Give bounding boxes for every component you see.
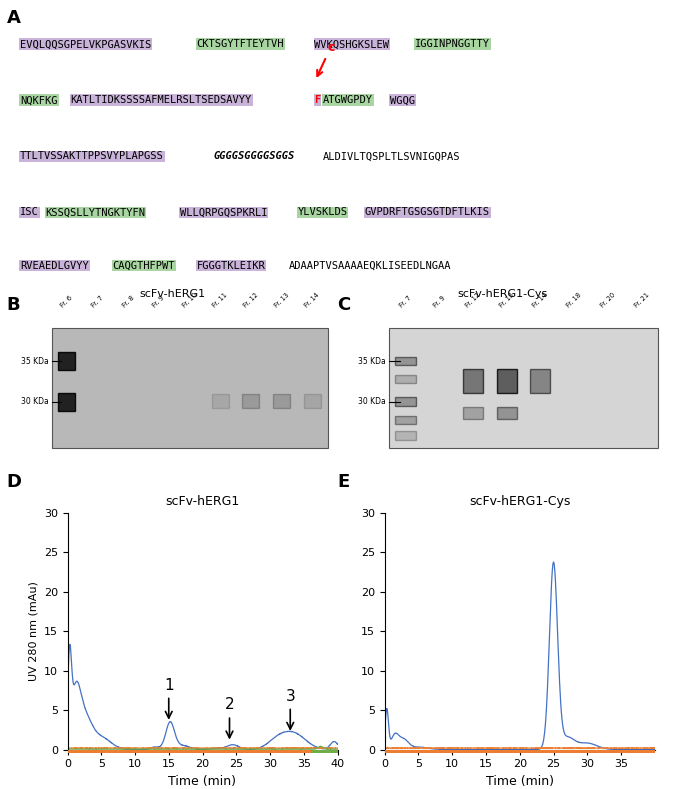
Text: Fr. 8: Fr. 8 <box>122 295 135 309</box>
Text: c: c <box>317 40 334 76</box>
Text: Fr. 13: Fr. 13 <box>273 292 290 309</box>
Text: D: D <box>7 473 22 492</box>
FancyBboxPatch shape <box>212 394 229 408</box>
Text: Fr. 6: Fr. 6 <box>60 295 74 309</box>
FancyBboxPatch shape <box>396 431 416 439</box>
Text: Fr. 9: Fr. 9 <box>152 295 166 309</box>
FancyBboxPatch shape <box>463 407 483 419</box>
FancyBboxPatch shape <box>497 369 517 394</box>
Text: ISC: ISC <box>20 208 39 217</box>
Bar <box>385 750 655 753</box>
Text: F: F <box>315 95 321 105</box>
Text: CKTSGYTFTEYTVH: CKTSGYTFTEYTVH <box>196 39 284 49</box>
FancyBboxPatch shape <box>389 327 658 447</box>
Text: ADAAPTVSAAAAEQKLISEEDLNGAA: ADAAPTVSAAAAEQKLISEEDLNGAA <box>289 260 452 271</box>
Text: E: E <box>338 473 350 492</box>
Text: WVKQSHGKSLEW: WVKQSHGKSLEW <box>315 39 389 49</box>
Text: Fr. 13: Fr. 13 <box>498 292 515 309</box>
Text: GVPDRFTGSGSGTDFTLKIS: GVPDRFTGSGSGTDFTLKIS <box>364 208 490 217</box>
Text: Fr. 14: Fr. 14 <box>532 292 549 309</box>
Text: FGGGTKLEIKR: FGGGTKLEIKR <box>196 260 265 271</box>
Text: 30 KDa: 30 KDa <box>21 398 49 406</box>
Text: 2: 2 <box>225 697 234 738</box>
Bar <box>68 750 338 753</box>
FancyBboxPatch shape <box>396 357 416 365</box>
Title: scFv-hERG1-Cys: scFv-hERG1-Cys <box>458 289 548 299</box>
FancyBboxPatch shape <box>396 375 416 383</box>
Text: KSSQSLLYTNGKTYFN: KSSQSLLYTNGKTYFN <box>45 208 145 217</box>
Bar <box>68 750 338 753</box>
Bar <box>310 750 338 753</box>
FancyBboxPatch shape <box>304 394 321 408</box>
FancyBboxPatch shape <box>273 394 290 408</box>
FancyBboxPatch shape <box>396 416 416 424</box>
Text: GGGGSGGGGSGGS: GGGGSGGGGSGGS <box>213 151 295 161</box>
Title: scFv-hERG1: scFv-hERG1 <box>139 289 205 299</box>
Text: NQKFKG: NQKFKG <box>20 95 58 105</box>
FancyBboxPatch shape <box>59 393 76 411</box>
FancyBboxPatch shape <box>51 327 327 447</box>
Text: Fr. 20: Fr. 20 <box>599 292 616 309</box>
Text: IGGINPNGGTTY: IGGINPNGGTTY <box>415 39 490 49</box>
Text: Fr. 10: Fr. 10 <box>181 292 198 309</box>
Text: Fr. 7: Fr. 7 <box>90 295 105 309</box>
Text: B: B <box>7 296 20 314</box>
Text: Fr. 12: Fr. 12 <box>464 292 481 309</box>
Text: ALDIVLTQSPLTLSVNIGQPAS: ALDIVLTQSPLTLSVNIGQPAS <box>323 151 460 161</box>
X-axis label: Time (min): Time (min) <box>486 775 554 788</box>
FancyBboxPatch shape <box>531 369 550 394</box>
Text: Fr. 11: Fr. 11 <box>212 292 229 309</box>
Text: A: A <box>7 9 21 28</box>
Title: scFv-hERG1: scFv-hERG1 <box>165 495 240 507</box>
Text: 3: 3 <box>286 689 295 729</box>
Text: Fr. 12: Fr. 12 <box>242 292 259 309</box>
Text: WGQG: WGQG <box>390 95 415 105</box>
FancyBboxPatch shape <box>59 352 76 370</box>
FancyBboxPatch shape <box>497 407 517 419</box>
Text: ATGWGPDY: ATGWGPDY <box>323 95 373 105</box>
Y-axis label: UV 280 nm (mAu): UV 280 nm (mAu) <box>28 581 38 681</box>
Text: 35 KDa: 35 KDa <box>21 357 49 365</box>
Text: TTLTVSSAKTTPPSVYPLAPGSS: TTLTVSSAKTTPPSVYPLAPGSS <box>20 151 164 161</box>
X-axis label: Time (min): Time (min) <box>169 775 236 788</box>
Text: Fr. 18: Fr. 18 <box>566 292 583 309</box>
Title: scFv-hERG1-Cys: scFv-hERG1-Cys <box>469 495 570 507</box>
Text: Fr. 21: Fr. 21 <box>633 292 650 309</box>
Text: 30 KDa: 30 KDa <box>358 398 385 406</box>
Text: 35 KDa: 35 KDa <box>358 357 385 365</box>
Text: RVEAEDLGVYY: RVEAEDLGVYY <box>20 260 89 271</box>
FancyBboxPatch shape <box>463 369 483 394</box>
Text: KATLTIDKSSSSAFMELRSLTSEDSAVYY: KATLTIDKSSSSAFMELRSLTSEDSAVYY <box>71 95 252 105</box>
Text: YLVSKLDS: YLVSKLDS <box>298 208 348 217</box>
Text: 1: 1 <box>164 678 173 718</box>
Text: Fr. 14: Fr. 14 <box>304 292 321 309</box>
Text: CAQGTHFPWT: CAQGTHFPWT <box>113 260 176 271</box>
Text: C: C <box>338 296 351 314</box>
FancyBboxPatch shape <box>242 394 259 408</box>
Text: Fr. 7: Fr. 7 <box>398 295 412 309</box>
Text: Fr. 9: Fr. 9 <box>432 295 446 309</box>
Text: WLLQRPGQSPKRLI: WLLQRPGQSPKRLI <box>180 208 267 217</box>
Text: EVQLQQSGPELVKPGASVKIS: EVQLQQSGPELVKPGASVKIS <box>20 39 151 49</box>
FancyBboxPatch shape <box>396 398 416 406</box>
